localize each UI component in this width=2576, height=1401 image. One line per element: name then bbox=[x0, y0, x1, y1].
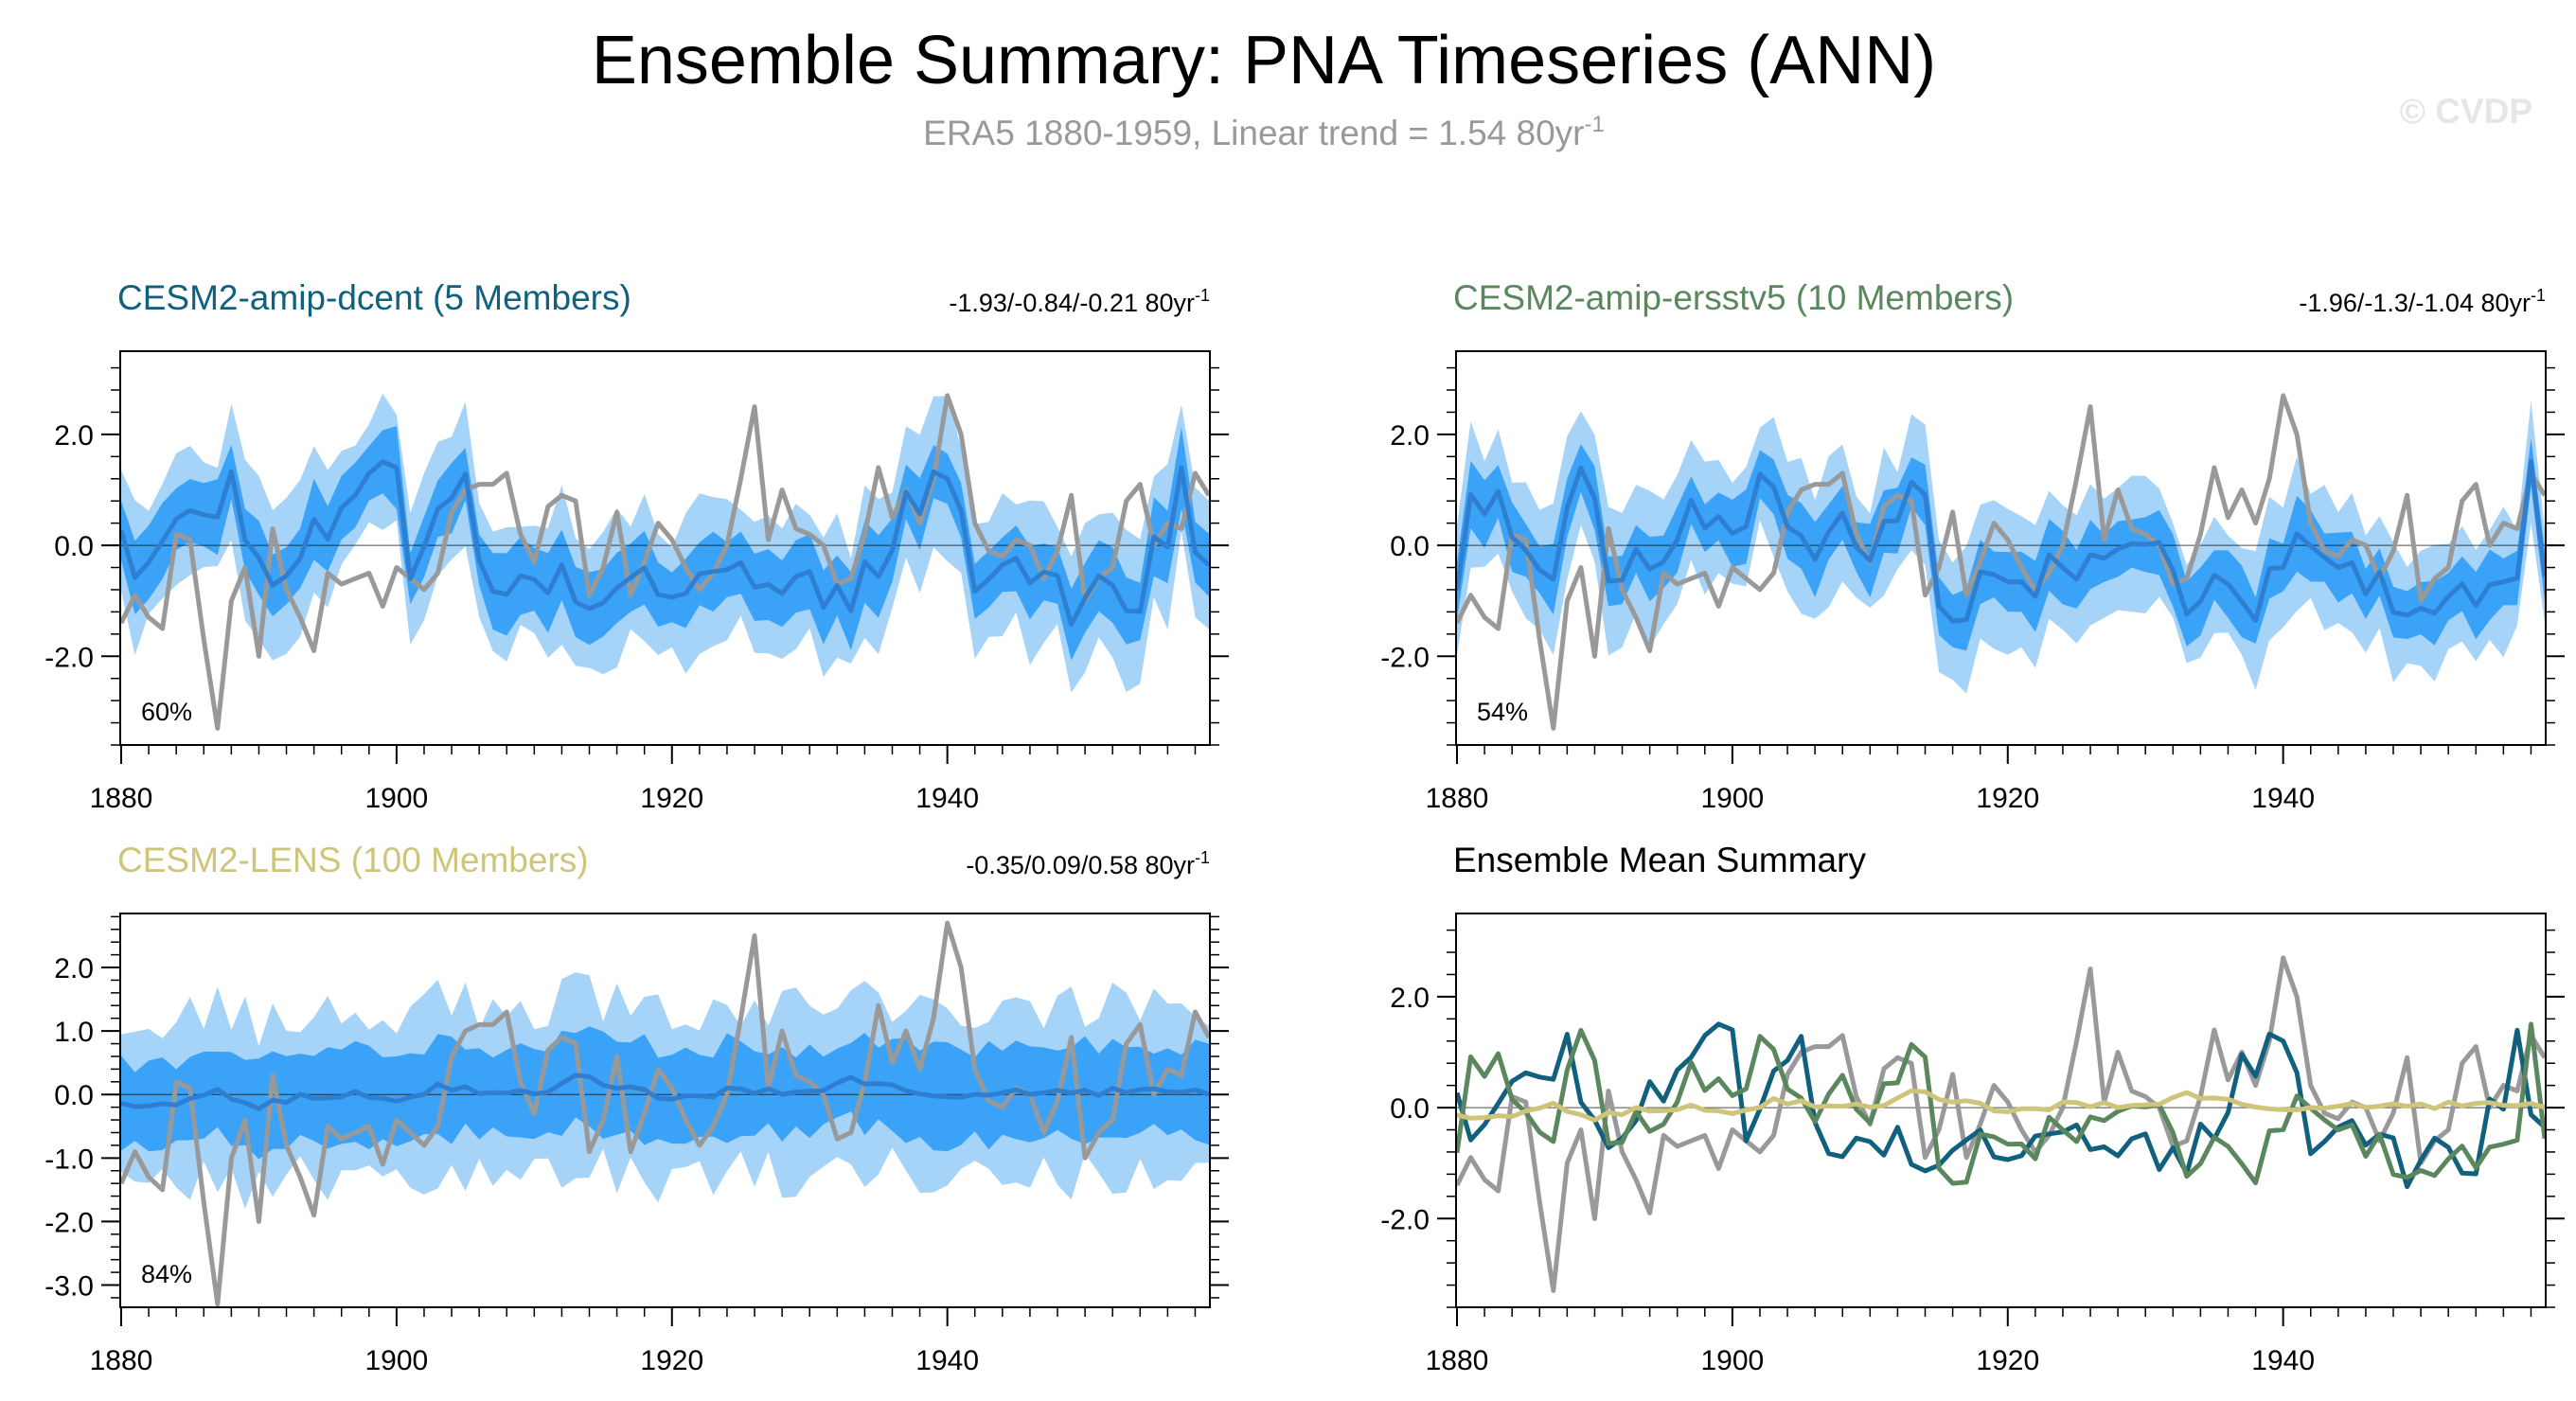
ytick-label: 2.0 bbox=[54, 420, 94, 452]
ytick-label: 2.0 bbox=[54, 953, 94, 984]
panel-summary: -2.0 0.0 2.0 1880 1900 1920 1940 Ensemble Mean … bbox=[1380, 841, 2565, 1376]
xtick-label: 1880 bbox=[90, 783, 153, 814]
panel-ersstv5: -2.0 0.0 2.0 1880 1900 1920 1940 CESM2-amip-ers… bbox=[1380, 278, 2565, 814]
panel-trend-sup: -1 bbox=[2531, 286, 2546, 305]
xtick-label: 1900 bbox=[1701, 783, 1765, 814]
xtick-label: 1900 bbox=[1701, 1345, 1765, 1376]
ytick-label: -2.0 bbox=[44, 1207, 94, 1238]
figure-title: Ensemble Summary: PNA Timeseries (ANN) bbox=[592, 23, 1936, 98]
ytick-label: -3.0 bbox=[44, 1271, 94, 1303]
xtick-label: 1940 bbox=[915, 783, 979, 814]
panel-title-lens: CESM2-LENS (100 Members) bbox=[117, 841, 589, 879]
panel-title-dcent: CESM2-amip-dcent (5 Members) bbox=[117, 278, 631, 317]
series-line-lens bbox=[1456, 1088, 2546, 1123]
ytick-label: 0.0 bbox=[1390, 531, 1430, 562]
xtick-label: 1900 bbox=[365, 783, 429, 814]
xtick-label: 1920 bbox=[640, 1345, 703, 1376]
plot-area-ersstv5 bbox=[1456, 393, 2546, 731]
band-outer-dcent bbox=[121, 393, 1209, 693]
panel-trend-dcent: -1.93/-0.84/-0.21 80yr-1 bbox=[949, 286, 1210, 317]
ytick-label: 2.0 bbox=[1390, 420, 1430, 452]
xtick-label: 1920 bbox=[1976, 1345, 2039, 1376]
figure-subtitle-sup: -1 bbox=[1585, 112, 1605, 137]
xtick-label: 1940 bbox=[2251, 783, 2315, 814]
xtick-label: 1940 bbox=[2251, 1345, 2315, 1376]
ytick-label: 0.0 bbox=[1390, 1093, 1430, 1125]
obs-line-ersstv5 bbox=[1456, 393, 2546, 731]
panel-trend-value: -1.96/-1.3/-1.04 80yr bbox=[2299, 289, 2531, 317]
ytick-label: -2.0 bbox=[1380, 642, 1430, 673]
panel-pct-ersstv5: 54% bbox=[1477, 698, 1528, 726]
plot-frame-ersstv5 bbox=[1455, 350, 2547, 746]
panel-lens: -3.0 -2.0 -1.0 0.0 1.0 2.0 1880 1900 1920 1940 CES… bbox=[44, 841, 1229, 1376]
ytick-label: 1.0 bbox=[54, 1017, 94, 1048]
panel-pct-dcent: 60% bbox=[141, 698, 192, 726]
panel-dcent: -2.0 0.0 2.0 1880 1900 1920 1940 CESM2-amip-dce… bbox=[44, 278, 1229, 814]
watermark: © CVDP bbox=[2400, 92, 2532, 131]
ens-mean-line-dcent bbox=[120, 459, 1210, 628]
ytick-label: 0.0 bbox=[54, 531, 94, 562]
ens-mean-line-ersstv5 bbox=[1456, 459, 2546, 624]
xtick-label: 1940 bbox=[915, 1345, 979, 1376]
obs-line-summary bbox=[1456, 955, 2546, 1293]
xtick-label: 1920 bbox=[1976, 783, 2039, 814]
panel-title-ersstv5: CESM2-amip-ersstv5 (10 Members) bbox=[1453, 278, 2014, 317]
xtick-label: 1920 bbox=[640, 783, 703, 814]
series-line-ersstv5 bbox=[1456, 1021, 2546, 1186]
plot-frame-lens bbox=[119, 913, 1211, 1308]
panel-trend-sup: -1 bbox=[1195, 848, 1210, 867]
figure-subtitle-main: ERA5 1880-1959, Linear trend = 1.54 80yr bbox=[923, 114, 1584, 152]
ytick-label: 0.0 bbox=[54, 1080, 94, 1111]
ytick-label: -2.0 bbox=[44, 642, 94, 673]
panel-title-summary: Ensemble Mean Summary bbox=[1453, 841, 1866, 879]
ytick-label: 2.0 bbox=[1390, 983, 1430, 1014]
xtick-label: 1900 bbox=[365, 1345, 429, 1376]
xtick-label: 1880 bbox=[90, 1345, 153, 1376]
xtick-label: 1880 bbox=[1426, 1345, 1489, 1376]
panel-pct-lens: 84% bbox=[141, 1260, 192, 1288]
panel-trend-ersstv5: -1.96/-1.3/-1.04 80yr-1 bbox=[2299, 286, 2546, 317]
plot-area-dcent bbox=[120, 393, 1210, 731]
panel-trend-value: -1.93/-0.84/-0.21 80yr bbox=[949, 289, 1195, 317]
panel-trend-sup: -1 bbox=[1195, 286, 1210, 305]
panel-trend-lens: -0.35/0.09/0.58 80yr-1 bbox=[966, 848, 1210, 879]
obs-line-dcent bbox=[120, 393, 1210, 731]
ens-mean-line-lens bbox=[120, 1073, 1210, 1111]
panel-trend-value: -0.35/0.09/0.58 80yr bbox=[966, 851, 1195, 879]
plot-area-summary bbox=[1456, 955, 2546, 1293]
plot-area-lens bbox=[120, 920, 1210, 1307]
plot-frame-summary bbox=[1455, 913, 2547, 1308]
band-outer-ersstv5 bbox=[1457, 400, 2545, 694]
ytick-label: -1.0 bbox=[44, 1144, 94, 1175]
plot-frame-dcent bbox=[119, 350, 1211, 746]
band-inner-dcent bbox=[121, 426, 1209, 661]
figure-subtitle: ERA5 1880-1959, Linear trend = 1.54 80yr… bbox=[923, 112, 1605, 152]
ytick-label: -2.0 bbox=[1380, 1204, 1430, 1235]
xtick-label: 1880 bbox=[1426, 783, 1489, 814]
